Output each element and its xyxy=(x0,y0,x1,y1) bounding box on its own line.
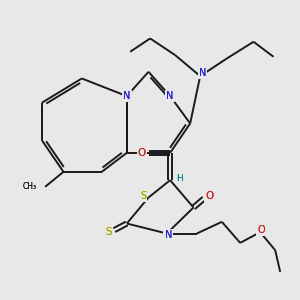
Text: O: O xyxy=(257,225,265,235)
Text: N: N xyxy=(123,91,130,101)
Text: O: O xyxy=(138,148,146,158)
Text: S: S xyxy=(140,191,146,201)
Text: N: N xyxy=(165,230,172,240)
Text: S: S xyxy=(140,191,146,201)
Text: N: N xyxy=(167,91,174,101)
Text: CH₃: CH₃ xyxy=(22,182,37,191)
Text: N: N xyxy=(199,68,206,78)
Text: O: O xyxy=(205,190,214,200)
Text: N: N xyxy=(165,230,172,240)
Text: S: S xyxy=(105,226,112,237)
Text: O: O xyxy=(138,148,146,158)
Text: H: H xyxy=(176,174,182,183)
Text: O: O xyxy=(205,190,214,200)
Text: CH₃: CH₃ xyxy=(22,182,37,191)
Text: N: N xyxy=(123,91,130,101)
Text: N: N xyxy=(167,91,174,101)
Text: O: O xyxy=(257,225,265,235)
Text: H: H xyxy=(176,174,182,183)
Text: N: N xyxy=(199,68,206,78)
Text: S: S xyxy=(105,226,112,237)
